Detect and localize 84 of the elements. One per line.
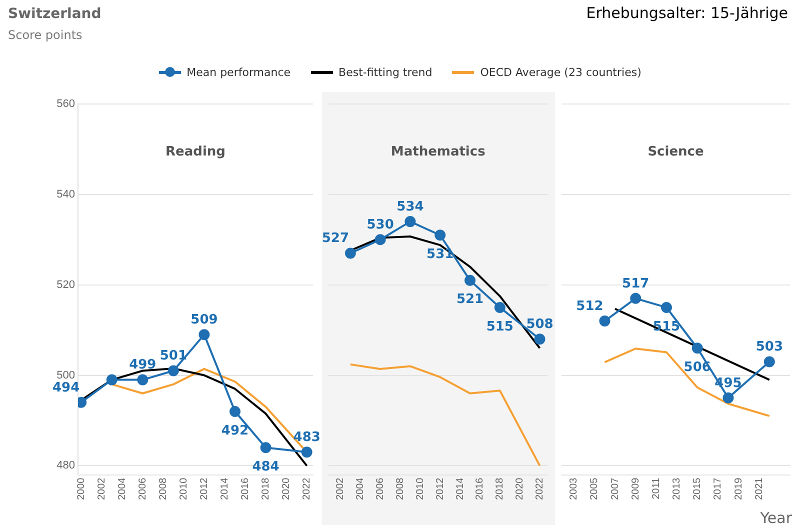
point	[434, 230, 446, 241]
text: Switzerland	[8, 6, 102, 22]
x-tick-label: 2008	[158, 477, 169, 500]
data-label: 530	[366, 218, 394, 233]
data-label: 527	[322, 231, 349, 246]
point	[137, 374, 148, 386]
y-tick-label: 480	[56, 460, 75, 472]
data-label: 509	[190, 312, 218, 328]
point	[534, 334, 546, 345]
x-tick-label: 2016	[474, 477, 486, 500]
x-tick-label: 2002	[335, 477, 346, 500]
text: Science	[648, 144, 704, 160]
x-tick-label: 2007	[610, 477, 621, 500]
x-tick-label: 2018	[494, 477, 506, 500]
y-tick-label: 540	[56, 188, 75, 200]
point	[230, 406, 240, 417]
text: Reading	[166, 144, 226, 160]
x-tick-label: 2017	[712, 477, 724, 500]
point	[764, 356, 775, 368]
data-label: 521	[456, 292, 484, 308]
point	[374, 234, 386, 246]
legend-label: Mean performance	[186, 66, 291, 79]
y-axis-title: Score points	[8, 28, 82, 42]
data-label: 492	[221, 423, 249, 438]
x-tick-label: 2004	[116, 477, 128, 500]
x-tick-label: 2006	[137, 477, 148, 500]
data-label: 531	[426, 246, 454, 262]
x-tick-label: 2013	[672, 477, 683, 500]
point	[464, 274, 476, 286]
point	[168, 365, 179, 376]
x-tick-label: 2010	[178, 477, 190, 500]
data-label: 499	[129, 358, 156, 373]
x-tick-label: 2000	[76, 477, 87, 500]
x-tick-label: 2011	[650, 477, 662, 500]
text: Mathematics	[390, 144, 486, 160]
x-tick-label: 2022	[302, 477, 313, 500]
x-tick-label: 2016	[240, 477, 252, 500]
x-tick-label: 2010	[414, 477, 426, 500]
x-tick-label: 2021	[754, 477, 765, 500]
x-axis-title: Year	[760, 509, 792, 525]
legend-label: Best-fitting trend	[338, 66, 432, 79]
x-tick-label: 2022	[534, 477, 546, 500]
x-tick-label: 2018	[260, 477, 272, 500]
point	[198, 329, 210, 340]
point	[599, 316, 610, 327]
data-label: 503	[756, 340, 783, 355]
data-label: 494	[52, 380, 80, 396]
x-tick-label: 2014	[454, 477, 466, 500]
point	[660, 302, 672, 313]
point	[404, 216, 416, 228]
data-label: 508	[526, 316, 554, 332]
y-tick-label: 500	[56, 369, 75, 382]
x-tick-label: 2003	[568, 477, 580, 500]
legend-label: OECD Average (23 countries)	[480, 66, 642, 79]
x-tick-label: 2012	[434, 477, 446, 500]
x-tick-label: 2004	[355, 477, 366, 500]
x-tick-label: 2005	[589, 477, 600, 500]
point	[722, 392, 734, 404]
point	[301, 446, 312, 458]
x-tick-label: 2002	[96, 477, 108, 500]
y-tick-label: 520	[56, 278, 75, 291]
x-tick-label: 2014	[219, 477, 230, 500]
text: Erhebungsalter: 15-Jährige	[586, 4, 788, 22]
x-tick-label: 2008	[395, 477, 406, 500]
point	[344, 248, 356, 259]
x-tick-label: 2015	[692, 477, 704, 500]
x-tick-label: 2006	[375, 477, 386, 500]
x-tick-label: 2020	[281, 477, 292, 500]
x-tick-label: 2019	[733, 477, 744, 500]
y-tick-label: 560	[56, 98, 75, 110]
point	[260, 442, 272, 454]
data-label: 484	[252, 460, 280, 474]
x-tick-label: 2020	[514, 477, 526, 500]
data-label: 517	[622, 276, 650, 292]
data-label: 534	[396, 199, 424, 214]
point	[494, 302, 506, 313]
point	[106, 374, 118, 386]
x-tick-label: 2009	[630, 477, 642, 500]
data-label: 512	[576, 298, 604, 314]
x-tick-label: 2012	[198, 477, 210, 500]
point	[630, 292, 642, 304]
point	[692, 342, 703, 354]
data-label: 483	[293, 430, 320, 446]
data-label: 515	[486, 319, 514, 334]
